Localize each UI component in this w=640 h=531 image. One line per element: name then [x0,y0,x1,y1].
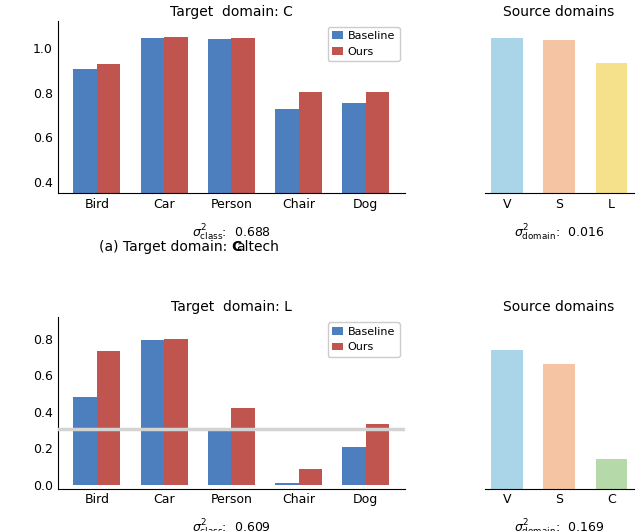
Bar [342,448,366,485]
Bar [208,430,232,485]
Text: $\sigma^2_\mathrm{domain}$:  0.169: $\sigma^2_\mathrm{domain}$: 0.169 [514,518,604,531]
Text: $\sigma^2_\mathrm{domain}$:  0.016: $\sigma^2_\mathrm{domain}$: 0.016 [514,222,604,243]
Text: C: C [232,240,242,254]
Bar [141,339,164,485]
Bar [141,38,164,271]
Bar [596,63,627,193]
Bar [208,39,232,271]
Bar [342,102,366,271]
Bar [366,424,389,485]
Bar [543,364,575,489]
Text: (a) Target domain:: (a) Target domain: [99,240,232,254]
Text: $\sigma^2_\mathrm{class}$:  0.688: $\sigma^2_\mathrm{class}$: 0.688 [192,222,271,243]
Bar [299,469,322,485]
Bar [74,69,97,271]
Bar [596,459,627,489]
Text: altech: altech [236,240,279,254]
Bar [492,350,523,489]
Bar [299,91,322,271]
Bar [97,64,120,271]
Bar [232,38,255,271]
Title: Source domains: Source domains [504,5,615,19]
Text: $\sigma^2_\mathrm{class}$:  0.609: $\sigma^2_\mathrm{class}$: 0.609 [192,518,271,531]
Title: Target  domain: C: Target domain: C [170,5,293,19]
Legend: Baseline, Ours: Baseline, Ours [328,322,399,357]
Title: Target  domain: L: Target domain: L [171,300,292,314]
Bar [275,483,299,485]
Bar [164,37,188,271]
Bar [366,91,389,271]
Title: Source domains: Source domains [504,300,615,314]
Bar [232,408,255,485]
Bar [492,38,523,193]
Text: (a) Target domain: Caltech: (a) Target domain: Caltech [0,530,1,531]
Bar [543,40,575,193]
Legend: Baseline, Ours: Baseline, Ours [328,27,399,61]
Bar [97,352,120,485]
Bar [74,397,97,485]
Bar [275,109,299,271]
Bar [164,339,188,485]
